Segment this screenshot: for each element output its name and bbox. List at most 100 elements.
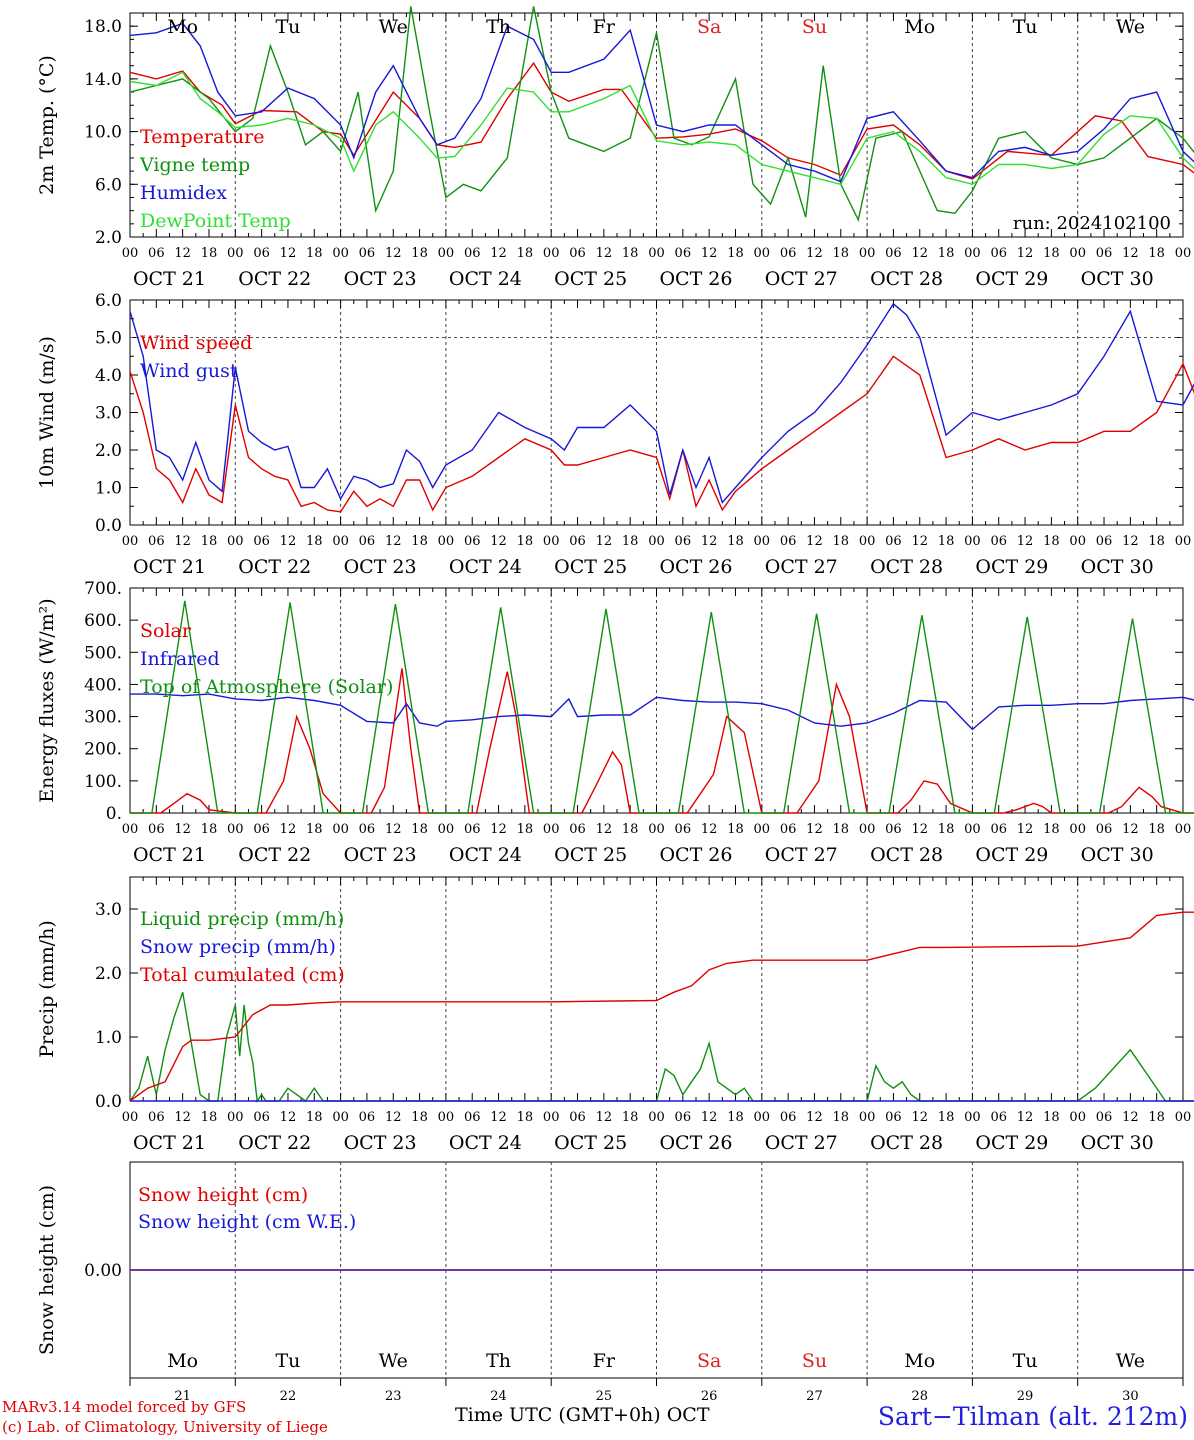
series-line-1 xyxy=(129,61,1194,180)
date-label: OCT 23 xyxy=(344,556,417,578)
date-label: OCT 21 xyxy=(133,844,206,866)
hour-tick-label: 06 xyxy=(253,822,270,837)
hour-tick-label: 00 xyxy=(438,822,455,837)
date-label: OCT 28 xyxy=(870,1132,943,1154)
hour-tick-label: 18 xyxy=(1148,822,1165,837)
hour-tick-label: 06 xyxy=(464,1110,481,1125)
legend-entry: Humidex xyxy=(140,182,227,204)
day-number-label: 23 xyxy=(385,1389,402,1404)
legend-entry: Temperature xyxy=(140,126,264,148)
hour-tick-label: 12 xyxy=(490,822,507,837)
day-of-week-label: Su xyxy=(802,1350,827,1372)
hour-tick-label: 12 xyxy=(385,534,402,549)
y-tick-label: 2.0 xyxy=(95,228,122,248)
hour-tick-label: 00 xyxy=(1069,1110,1086,1125)
date-label: OCT 21 xyxy=(133,556,206,578)
hour-tick-label: 00 xyxy=(964,822,981,837)
hour-tick-label: 00 xyxy=(754,534,771,549)
legend-entry: Liquid precip (mm/h) xyxy=(140,908,344,930)
hour-tick-label: 18 xyxy=(517,246,534,261)
hour-tick-label: 18 xyxy=(727,822,744,837)
hour-tick-label: 06 xyxy=(569,534,586,549)
hour-tick-label: 12 xyxy=(1122,822,1139,837)
hour-tick-label: 12 xyxy=(174,246,191,261)
date-label: OCT 25 xyxy=(554,844,627,866)
hour-tick-label: 18 xyxy=(938,822,955,837)
date-label: OCT 22 xyxy=(238,268,311,290)
series-line-3 xyxy=(129,22,1194,183)
date-label: OCT 29 xyxy=(975,268,1048,290)
date-label: OCT 24 xyxy=(449,1132,522,1154)
hour-tick-label: 18 xyxy=(411,534,428,549)
model-credit: MARv3.14 model forced by GFS xyxy=(2,1398,247,1416)
hour-tick-label: 18 xyxy=(727,534,744,549)
hour-tick-label: 06 xyxy=(569,822,586,837)
date-label: OCT 26 xyxy=(659,1132,732,1154)
hour-tick-label: 18 xyxy=(1043,246,1060,261)
hour-tick-label: 12 xyxy=(701,246,718,261)
x-axis-title: Time UTC (GMT+0h) OCT xyxy=(455,1404,710,1426)
hour-tick-label: 00 xyxy=(227,246,244,261)
legend-entry: Vigne temp xyxy=(139,154,250,176)
hour-tick-label: 06 xyxy=(885,822,902,837)
y-tick-label: 6.0 xyxy=(95,175,122,195)
hour-tick-label: 12 xyxy=(174,822,191,837)
panel-2: 0.0 1.0 2.0 3.0 4.0 5.0 6.0 10m Wind (m/s) Wind … xyxy=(36,291,1194,578)
hour-tick-label: 12 xyxy=(596,1110,613,1125)
y-axis-label: Snow height (cm) xyxy=(36,1185,58,1355)
hour-tick-label: 12 xyxy=(806,534,823,549)
hour-tick-label: 00 xyxy=(122,246,139,261)
hour-tick-label: 06 xyxy=(253,1110,270,1125)
hour-tick-label: 00 xyxy=(1069,534,1086,549)
day-of-week-label: Tu xyxy=(275,1350,300,1372)
y-tick-label: 0. xyxy=(106,804,122,824)
hour-tick-label: 18 xyxy=(622,1110,639,1125)
panel-5: 0.00 Snow height (cm) Snow height (cm) Snow… xyxy=(36,1161,1194,1404)
hour-tick-label: 12 xyxy=(701,822,718,837)
hour-tick-label: 18 xyxy=(833,822,850,837)
hour-tick-label: 18 xyxy=(1043,822,1060,837)
hour-tick-label: 06 xyxy=(148,822,165,837)
hour-tick-label: 00 xyxy=(1175,246,1192,261)
run-label: run: 2024102100 xyxy=(1013,213,1171,234)
y-tick-label: 100. xyxy=(84,772,122,792)
y-tick-label: 2.0 xyxy=(95,441,122,461)
date-label: OCT 25 xyxy=(554,1132,627,1154)
hour-tick-label: 12 xyxy=(701,534,718,549)
hour-tick-label: 18 xyxy=(201,1110,218,1125)
date-label: OCT 26 xyxy=(659,844,732,866)
day-number-label: 29 xyxy=(1017,1389,1034,1404)
y-tick-label: 18.0 xyxy=(84,17,122,37)
hour-tick-label: 18 xyxy=(938,534,955,549)
hour-tick-label: 18 xyxy=(938,246,955,261)
day-of-week-label: We xyxy=(1116,16,1145,38)
legend-entry: Total cumulated (cm) xyxy=(140,964,345,986)
hour-tick-label: 00 xyxy=(227,534,244,549)
date-label: OCT 24 xyxy=(449,556,522,578)
y-tick-label: 200. xyxy=(84,740,122,760)
hour-tick-label: 00 xyxy=(122,1110,139,1125)
hour-tick-label: 00 xyxy=(332,822,349,837)
hour-tick-label: 12 xyxy=(806,1110,823,1125)
hour-tick-label: 06 xyxy=(990,822,1007,837)
hour-tick-label: 12 xyxy=(280,534,297,549)
y-tick-label: 5.0 xyxy=(95,329,122,349)
hour-tick-label: 06 xyxy=(1096,822,1113,837)
hour-tick-label: 06 xyxy=(990,1110,1007,1125)
hour-tick-label: 00 xyxy=(964,246,981,261)
hour-tick-label: 12 xyxy=(806,822,823,837)
hour-tick-label: 12 xyxy=(911,822,928,837)
y-tick-label: 300. xyxy=(84,708,122,728)
hour-tick-label: 06 xyxy=(780,246,797,261)
date-label: OCT 21 xyxy=(133,268,206,290)
hour-tick-label: 06 xyxy=(464,246,481,261)
hour-tick-label: 00 xyxy=(227,1110,244,1125)
hour-tick-label: 18 xyxy=(833,246,850,261)
hour-tick-label: 00 xyxy=(227,822,244,837)
hour-tick-label: 00 xyxy=(438,534,455,549)
hour-tick-label: 12 xyxy=(1017,1110,1034,1125)
hour-tick-label: 00 xyxy=(438,246,455,261)
hour-tick-label: 12 xyxy=(174,1110,191,1125)
hour-tick-label: 12 xyxy=(280,822,297,837)
